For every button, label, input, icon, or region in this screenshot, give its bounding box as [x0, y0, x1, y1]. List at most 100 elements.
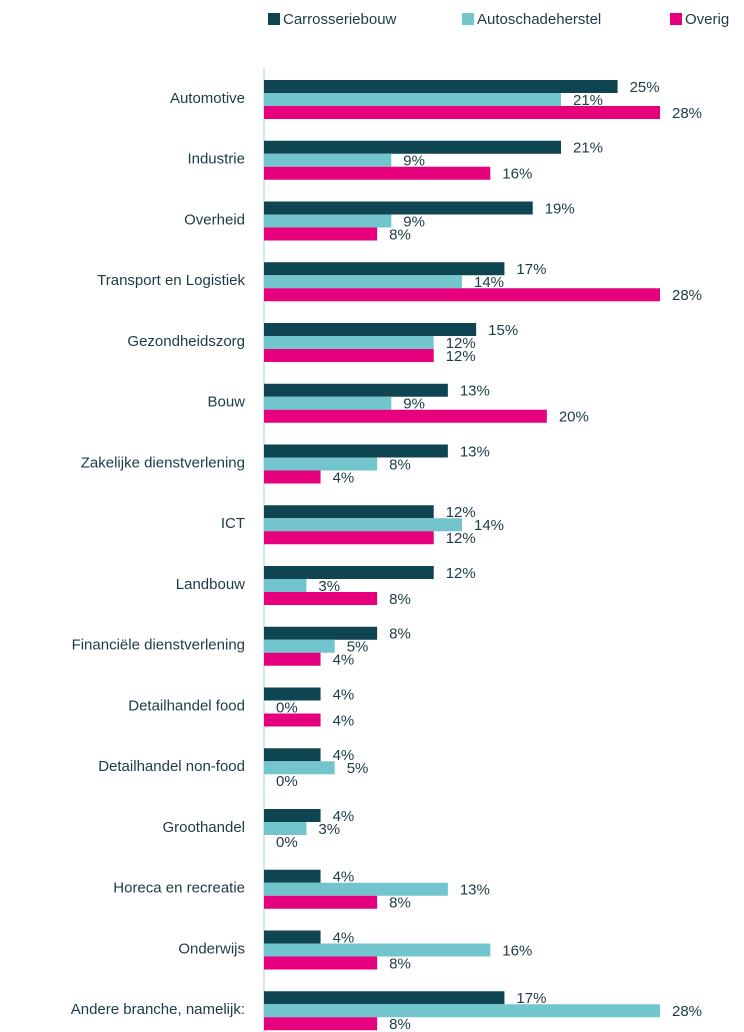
- value-label: 25%: [630, 79, 660, 96]
- bar: [264, 895, 378, 909]
- bar: [264, 444, 448, 458]
- value-label: 13%: [460, 383, 490, 400]
- category-label: Overheid: [184, 211, 245, 228]
- bar: [264, 214, 392, 228]
- bar: [264, 748, 321, 762]
- legend-label: Overig: [685, 11, 729, 28]
- category-label: Detailhandel non-food: [98, 758, 245, 775]
- value-label: 8%: [389, 1016, 411, 1032]
- value-label: 13%: [460, 882, 490, 899]
- bar: [264, 288, 660, 302]
- bar: [264, 713, 321, 727]
- category-label: Automotive: [170, 90, 245, 107]
- value-label: 12%: [446, 348, 476, 365]
- value-label: 4%: [333, 712, 355, 729]
- value-label: 28%: [672, 1003, 702, 1020]
- value-label: 9%: [403, 153, 425, 170]
- value-label: 8%: [389, 226, 411, 243]
- bar: [264, 518, 462, 532]
- category-label: ICT: [221, 515, 245, 532]
- bar: [264, 93, 561, 106]
- bar: [264, 626, 378, 640]
- value-label: 8%: [389, 591, 411, 608]
- bar: [264, 201, 533, 215]
- category-label: Gezondheidszorg: [127, 333, 245, 350]
- bar: [264, 409, 547, 423]
- bar: [264, 1017, 378, 1031]
- value-label: 15%: [488, 322, 518, 339]
- bar: [264, 943, 491, 957]
- bar: [264, 639, 335, 653]
- bar: [264, 991, 505, 1005]
- category-label: Onderwijs: [178, 940, 245, 957]
- legend-label: Carrosseriebouw: [283, 11, 397, 28]
- bar: [264, 106, 660, 119]
- legend-label: Autoschadeherstel: [477, 11, 601, 28]
- value-label: 5%: [347, 639, 369, 656]
- bar: [264, 809, 321, 822]
- value-label: 4%: [333, 869, 355, 886]
- value-label: 16%: [502, 942, 532, 959]
- value-label: 12%: [446, 530, 476, 547]
- legend-swatch: [462, 13, 474, 25]
- value-label: 0%: [276, 834, 298, 851]
- bar: [264, 505, 434, 519]
- category-label: Financiële dienstverlening: [72, 637, 245, 654]
- category-label: Bouw: [207, 394, 245, 411]
- bar: [264, 166, 491, 180]
- bar: [264, 531, 434, 545]
- value-label: 3%: [318, 578, 340, 595]
- value-label: 8%: [389, 456, 411, 473]
- bar: [264, 383, 448, 397]
- bar: [264, 80, 618, 93]
- value-label: 13%: [460, 443, 490, 460]
- bar: [264, 262, 505, 276]
- bar: [264, 687, 321, 701]
- value-label: 21%: [573, 140, 603, 157]
- category-label: Groothandel: [162, 819, 245, 836]
- bar: [264, 323, 477, 336]
- bar: [264, 652, 321, 666]
- value-label: 4%: [333, 652, 355, 669]
- value-label: 8%: [389, 955, 411, 972]
- bar: [264, 140, 561, 154]
- value-label: 0%: [276, 699, 298, 716]
- value-label: 4%: [333, 686, 355, 703]
- category-label: Industrie: [187, 151, 245, 168]
- legend-swatch: [670, 13, 682, 25]
- value-label: 4%: [333, 929, 355, 946]
- bar: [264, 227, 378, 241]
- bar: [264, 882, 448, 896]
- value-label: 12%: [446, 335, 476, 352]
- value-label: 12%: [446, 565, 476, 582]
- category-label: Andere branche, namelijk:: [71, 1001, 245, 1018]
- bar: [264, 275, 462, 289]
- bar: [264, 822, 307, 835]
- value-label: 12%: [446, 504, 476, 521]
- value-label: 28%: [672, 287, 702, 304]
- bar: [264, 579, 307, 592]
- bar: [264, 470, 321, 484]
- category-label: Horeca en recreatie: [113, 880, 245, 897]
- bar: [264, 396, 392, 410]
- value-label: 8%: [389, 626, 411, 643]
- value-label: 0%: [276, 773, 298, 790]
- value-label: 17%: [516, 261, 546, 278]
- value-label: 17%: [516, 990, 546, 1007]
- value-label: 4%: [333, 747, 355, 764]
- bar: [264, 592, 378, 605]
- value-label: 3%: [318, 821, 340, 838]
- bar: [264, 349, 434, 362]
- value-label: 28%: [672, 105, 702, 122]
- value-label: 4%: [333, 469, 355, 486]
- value-label: 14%: [474, 517, 504, 534]
- category-label: Zakelijke dienstverlening: [81, 454, 245, 471]
- legend-swatch: [268, 13, 280, 25]
- bar: [264, 761, 335, 775]
- bar: [264, 566, 434, 579]
- value-label: 16%: [502, 166, 532, 183]
- category-label: Detailhandel food: [128, 697, 245, 714]
- bar: [264, 869, 321, 883]
- category-label: Landbouw: [176, 576, 245, 593]
